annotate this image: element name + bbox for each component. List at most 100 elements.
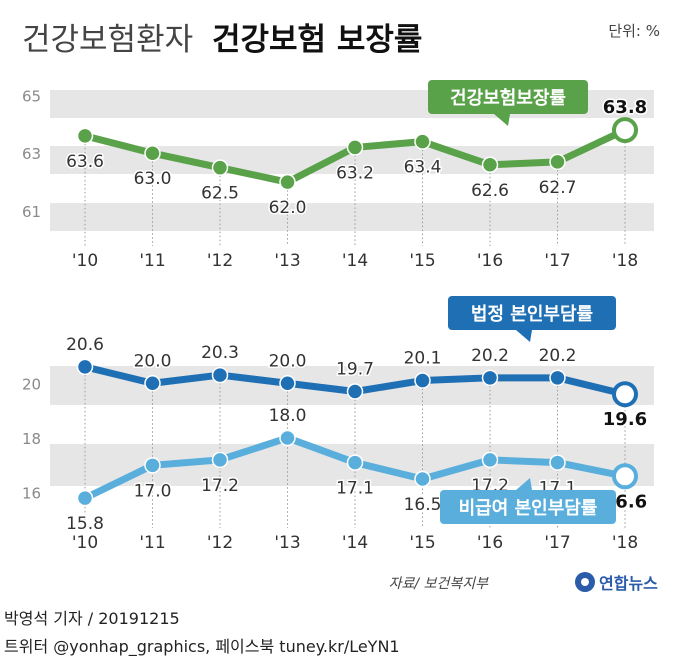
y-tick-label: 65 [22, 87, 41, 105]
data-point [211, 159, 229, 176]
data-point [76, 358, 94, 376]
chart1-legend: 건강보험보장률 [428, 80, 588, 126]
legend-box [448, 296, 616, 330]
data-point [144, 375, 161, 392]
chart1-points [76, 117, 638, 191]
x-tick-label: '10 [72, 533, 98, 553]
x-tick-label: '11 [139, 251, 165, 271]
page-title: 건강보험 보장률 [212, 22, 422, 58]
data-point [481, 156, 499, 174]
data-label: 62.0 [269, 198, 307, 218]
data-point [549, 369, 566, 387]
x-tick-label: '10 [72, 251, 98, 271]
data-point-highlight [612, 463, 638, 490]
legend-tail [494, 114, 510, 126]
data-point [76, 127, 94, 145]
data-point [144, 144, 161, 162]
data-label: 62.7 [539, 178, 577, 198]
x-tick-label: '13 [274, 533, 300, 553]
x-tick-label: '18 [612, 251, 638, 271]
data-point [346, 383, 364, 400]
x-tick-label: '13 [274, 251, 300, 271]
x-tick-label: '15 [409, 533, 435, 553]
unit-label: 단위: % [608, 22, 660, 40]
data-point [144, 457, 161, 474]
legend-callout: 건강보험보장률 [428, 80, 588, 126]
chart1-drop-lines [84, 130, 626, 246]
legend-label: 비급여 본인부담률 [459, 498, 598, 519]
data-label: 62.5 [201, 184, 239, 204]
chart-out-of-pocket-rates: 20 18 16 20.6 20.0 20.3 20.0 19.7 20.1 20.2 20.2 1… [22, 296, 654, 553]
y-tick-label: 16 [22, 485, 41, 503]
data-point [346, 139, 364, 156]
data-label: 63.8 [603, 97, 647, 118]
x-tick-label: '17 [544, 533, 570, 553]
logo-text: 연합뉴스 [599, 574, 658, 593]
chart2-x-ticks: '10 '11 '12 '13 '14 '15 '16 '17 '18 [72, 533, 638, 553]
grid-band [50, 203, 654, 231]
x-tick-label: '17 [544, 251, 570, 271]
x-tick-label: '12 [207, 533, 233, 553]
data-point [414, 372, 431, 389]
data-label: 20.0 [269, 351, 307, 371]
chart1-x-ticks: '10 '11 '12 '13 '14 '15 '16 '17 '18 [72, 251, 638, 271]
data-label: 63.6 [66, 152, 104, 172]
legend-box [440, 490, 616, 524]
chart2-points [76, 358, 638, 507]
x-tick-label: '12 [207, 251, 233, 271]
source-text: 자료/ 보건복지부 [389, 576, 489, 592]
chart2-data-labels: 20.6 20.0 20.3 20.0 19.7 20.1 20.2 20.2 19.6 15.8… [65, 333, 649, 535]
data-label: 16.5 [404, 495, 442, 515]
x-tick-label: '18 [612, 533, 638, 553]
data-point [549, 454, 566, 471]
chart2-y-ticks: 20 18 16 [22, 375, 41, 502]
data-label: 63.2 [336, 163, 374, 183]
chart1-y-ticks: 65 63 61 [22, 87, 41, 221]
x-tick-label: '16 [477, 251, 503, 271]
data-point [279, 429, 296, 447]
data-label: 17.0 [134, 481, 172, 501]
data-point [481, 451, 499, 469]
data-label: 19.6 [603, 409, 647, 430]
y-tick-label: 18 [22, 430, 41, 448]
y-tick-label: 20 [22, 375, 41, 393]
data-label: 17.2 [201, 476, 239, 496]
legend-callout: 법정 본인부담률 [448, 296, 616, 342]
x-tick-label: '11 [139, 533, 165, 553]
data-label: 62.6 [471, 181, 509, 201]
x-tick-label: '15 [409, 251, 435, 271]
data-point [549, 153, 566, 171]
data-label: 63.0 [134, 169, 172, 189]
legend-label: 법정 본인부담률 [471, 304, 593, 325]
data-label: 18.0 [269, 406, 307, 426]
data-point [414, 470, 431, 488]
legend-callout: 비급여 본인부담률 [440, 478, 616, 524]
data-point [211, 451, 229, 469]
social-links: 트위터 @yonhap_graphics, 페이스북 tuney.kr/LeYN… [4, 637, 400, 657]
y-tick-label: 61 [22, 203, 41, 221]
x-tick-label: '14 [342, 251, 368, 271]
yonhap-logo: 연합뉴스 [575, 572, 658, 593]
data-label: 20.1 [404, 349, 442, 369]
legend-label: 건강보험보장률 [450, 87, 566, 109]
title-light: 건강보험환자 [22, 22, 193, 58]
data-label: 15.8 [66, 514, 104, 534]
data-label: 17.1 [336, 479, 374, 499]
x-tick-label: '14 [342, 533, 368, 553]
data-point [279, 375, 296, 392]
legend-tail [516, 478, 532, 490]
byline: 박영석 기자 / 20191215 [4, 609, 180, 628]
data-label: 20.6 [66, 335, 104, 355]
x-tick-label: '16 [477, 533, 503, 553]
data-point-highlight [612, 381, 638, 408]
legend-box [428, 80, 588, 114]
data-point [76, 489, 94, 507]
chart1-data-labels: 63.6 63.0 62.5 62.0 63.2 63.4 62.6 62.7 63.8 [65, 96, 649, 220]
data-label: 19.7 [336, 359, 374, 379]
data-point [414, 133, 431, 150]
legend-tail [516, 330, 532, 342]
y-tick-label: 63 [22, 145, 41, 163]
